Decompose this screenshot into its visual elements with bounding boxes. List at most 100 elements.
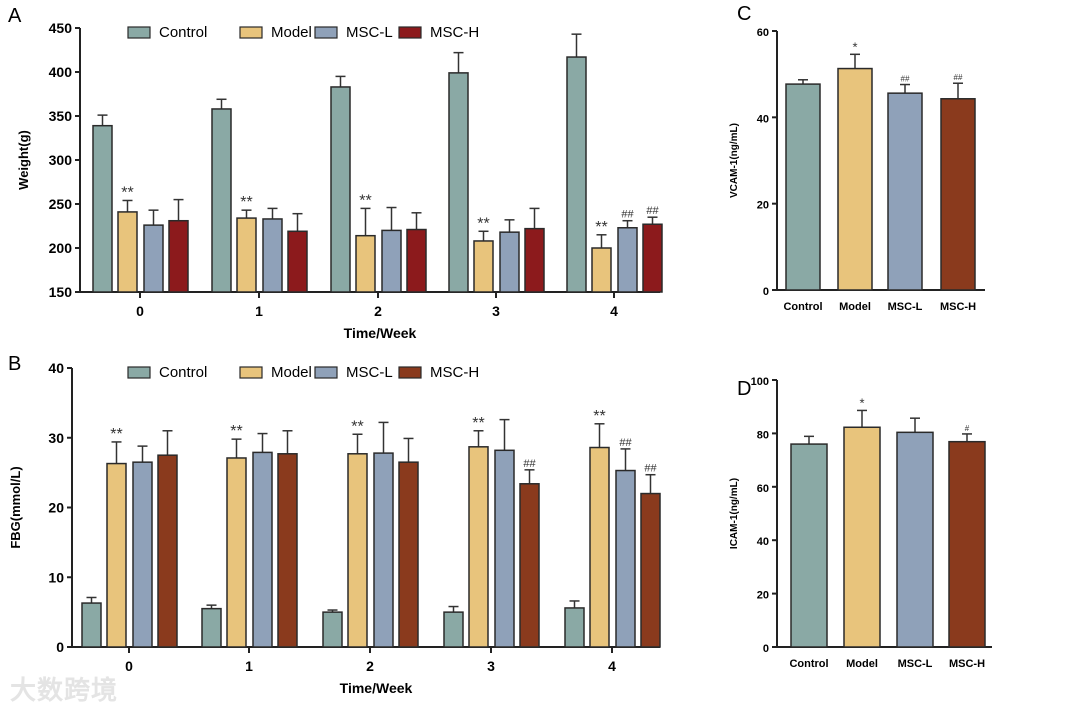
bar-A [591,247,612,293]
y-tick-label-A: 250 [49,196,73,212]
y-tick-label-B: 20 [48,500,64,516]
x-tick-label-B: 4 [608,658,616,674]
significance-mark: ** [121,184,133,201]
y-tick-label-B: 0 [56,639,64,655]
legend-swatch [314,26,338,39]
bar-A [236,217,257,293]
significance-mark: ** [351,418,363,435]
bar-C [940,98,976,291]
y-tick-label-B: 30 [48,430,64,446]
bar-A [330,86,351,293]
bar-B [322,611,343,648]
bar-A [617,227,638,293]
panel-label-D: D [737,378,751,400]
legend-label: MSC-H [430,24,479,41]
x-tick-label-C: Control [783,301,822,313]
bar-B [226,457,247,648]
bar-B [201,607,222,648]
legend-label: MSC-H [430,364,479,381]
bar-D [843,426,881,648]
significance-mark: ** [110,426,122,443]
significance-mark: ** [240,194,252,211]
x-tick-label-C: Model [839,301,871,313]
bar-B [106,462,127,648]
legend-swatch [127,366,151,379]
significance-mark: ** [230,423,242,440]
y-tick-label-D: 60 [757,483,769,495]
y-tick-label-D: 40 [757,536,769,548]
significance-mark: ## [646,205,659,217]
y-tick-label-A: 400 [49,64,73,80]
bar-A [262,218,283,293]
bar-B [277,453,298,648]
y-tick-label-C: 20 [757,200,769,212]
y-tick-label-A: 450 [49,20,73,36]
bar-A [524,227,545,293]
y-tick-label-A: 350 [49,108,73,124]
y-axis-title-B: FBG(mmol/L) [8,466,23,548]
bar-B [252,451,273,648]
significance-mark: * [852,39,857,54]
watermark: 大数跨境 [10,676,119,706]
bar-B [157,454,178,648]
legend-swatch [398,366,422,379]
bar-B [615,469,636,648]
bar-A [499,231,520,293]
y-tick-label-D: 0 [763,643,769,655]
bar-B [494,449,515,648]
bar-A [473,240,494,293]
legend-swatch [239,366,263,379]
y-tick-label-D: 20 [757,590,769,602]
bar-C [887,92,923,291]
bar-B [589,446,610,648]
bar-A [642,223,663,293]
legend-label: Control [159,364,207,381]
y-tick-label-B: 10 [48,569,64,585]
x-tick-label-A: 4 [610,303,618,319]
bar-A [406,228,427,293]
y-tick-label-D: 80 [757,429,769,441]
x-tick-label-A: 1 [255,303,263,319]
significance-mark: * [859,395,864,410]
significance-mark: ** [593,408,605,425]
x-tick-label-B: 0 [125,658,133,674]
y-axis-title-A: Weight(g) [16,130,31,190]
x-tick-label-B: 3 [487,658,495,674]
y-axis-title-C: VCAM-1(ng/mL) [729,123,740,198]
significance-mark: ## [644,463,657,475]
bar-A [355,234,376,293]
y-tick-label-B: 40 [48,360,64,376]
bar-B [468,446,489,648]
bar-C [837,67,873,291]
legend-label: Model [271,364,312,381]
x-tick-label-B: 2 [366,658,374,674]
x-axis-title-B: Time/Week [340,680,413,696]
legend-swatch [127,26,151,39]
significance-mark: ** [359,192,371,209]
bar-B [443,611,464,648]
y-tick-label-A: 300 [49,152,73,168]
significance-mark: ## [619,437,632,449]
legend-label: MSC-L [346,364,393,381]
significance-mark: # [965,424,970,433]
bar-B [347,453,368,648]
legend-label: MSC-L [346,24,393,41]
x-tick-label-C: MSC-H [940,301,976,313]
bar-B [640,492,661,648]
bar-B [132,461,153,648]
x-tick-label-C: MSC-L [888,301,923,313]
bar-D [896,431,934,648]
bar-A [168,219,189,293]
legend-label: Model [271,24,312,41]
y-tick-label-A: 150 [49,284,73,300]
significance-mark: ## [523,458,536,470]
bar-C [785,83,821,291]
y-tick-label-C: 0 [763,286,769,298]
bar-B [564,607,585,648]
x-tick-label-B: 1 [245,658,253,674]
bar-A [92,124,113,293]
bar-A [448,72,469,293]
x-tick-label-A: 2 [374,303,382,319]
